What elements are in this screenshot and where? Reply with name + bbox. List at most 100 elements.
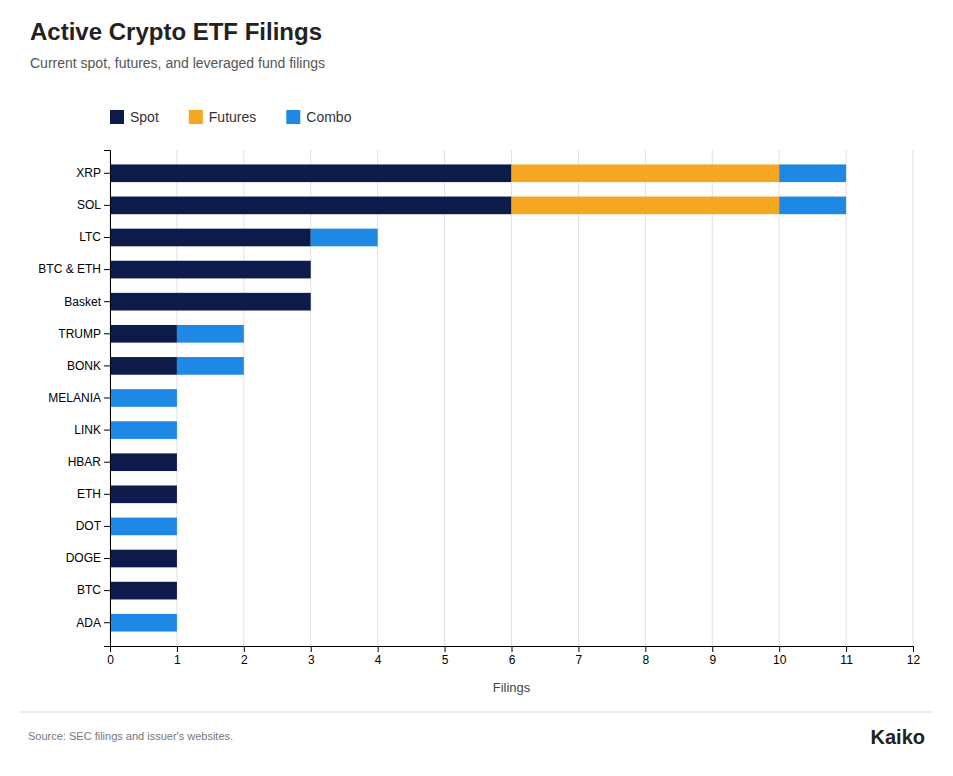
grid-line — [243, 150, 244, 646]
tick-mark — [445, 646, 446, 652]
bar — [176, 550, 177, 568]
series — [110, 164, 512, 599]
bar — [110, 357, 177, 375]
legend-swatch — [286, 110, 300, 124]
bar — [176, 550, 177, 568]
bar — [110, 485, 177, 503]
tick-label: 6 — [509, 653, 516, 667]
tick-label: ETH — [77, 487, 101, 501]
tick: 2 — [241, 646, 248, 667]
tick: MELANIA — [48, 391, 110, 405]
bar — [110, 389, 177, 407]
grid-line — [377, 150, 378, 646]
grid-line — [712, 150, 713, 646]
x-axis: 0123456789101112 — [107, 646, 920, 667]
tick-label: 7 — [576, 653, 583, 667]
tick: 3 — [308, 646, 315, 667]
tick: 7 — [576, 646, 583, 667]
tick: LTC — [79, 230, 110, 244]
grid-line — [779, 150, 780, 646]
bar — [310, 293, 311, 311]
tick-mark — [913, 646, 914, 652]
bar — [176, 485, 177, 503]
tick-label: 9 — [709, 653, 716, 667]
separator — [20, 712, 933, 713]
bar — [110, 518, 177, 536]
axis-line — [111, 647, 914, 653]
chart: Active Crypto ETF FilingsCurrent spot, f… — [0, 0, 953, 776]
bar — [512, 164, 780, 182]
bar — [310, 261, 311, 279]
tick-label: XRP — [76, 166, 101, 180]
tick-mark — [846, 646, 847, 652]
legend-label: Combo — [306, 109, 351, 125]
axis-line — [104, 151, 111, 647]
tick: BONK — [67, 359, 110, 373]
bar — [110, 453, 177, 471]
tick: 4 — [375, 646, 382, 667]
legend-item: Combo — [286, 109, 351, 125]
tick-mark — [512, 646, 513, 652]
bar — [176, 582, 177, 600]
legend-item: Spot — [110, 109, 159, 125]
tick-mark — [104, 590, 110, 591]
tick-label: 0 — [107, 653, 114, 667]
bar — [110, 229, 311, 247]
tick-mark — [104, 173, 110, 174]
tick: TRUMP — [58, 327, 110, 341]
tick: 0 — [107, 646, 114, 667]
tick-mark — [104, 622, 110, 623]
tick: ADA — [76, 616, 110, 630]
plot: 0123456789101112ADABTCDOGEDOTETHHBARLINK… — [38, 150, 920, 667]
tick: 1 — [174, 646, 181, 667]
bar — [310, 261, 311, 279]
tick-mark — [104, 430, 110, 431]
tick-mark — [712, 646, 713, 652]
tick-label: 10 — [773, 653, 787, 667]
grid-line — [645, 150, 646, 646]
tick: DOT — [76, 519, 110, 533]
tick-mark — [104, 205, 110, 206]
tick-mark — [645, 646, 646, 652]
tick: XRP — [76, 166, 110, 180]
legend: Spot Futures Combo — [110, 109, 352, 125]
tick: BTC & ETH — [38, 262, 110, 276]
tick: HBAR — [68, 455, 110, 469]
bar — [110, 614, 177, 632]
tick-label: DOGE — [66, 551, 101, 565]
tick-label: BTC — [77, 583, 101, 597]
tick-mark — [104, 301, 110, 302]
bar — [176, 582, 177, 600]
tick-label: TRUMP — [58, 327, 101, 341]
tick: 6 — [509, 646, 516, 667]
tick-label: MELANIA — [48, 391, 101, 405]
tick-mark — [779, 646, 780, 652]
tick-label: DOT — [76, 519, 102, 533]
tick-mark — [177, 646, 178, 652]
tick-label: Basket — [64, 295, 101, 309]
grid-line — [511, 150, 512, 646]
grid — [110, 150, 913, 646]
bar — [110, 421, 177, 439]
grid-line — [444, 150, 445, 646]
tick: 11 — [840, 646, 853, 667]
legend-label: Futures — [209, 109, 256, 125]
tick-mark — [104, 494, 110, 495]
tick-label: 2 — [241, 653, 248, 667]
tick-label: LTC — [79, 230, 101, 244]
bar — [177, 325, 244, 343]
legend-swatch — [110, 110, 124, 124]
tick-mark — [104, 365, 110, 366]
bar — [311, 229, 378, 247]
tick-mark — [104, 558, 110, 559]
tick: 5 — [442, 646, 449, 667]
grid-line — [913, 150, 914, 646]
legend-swatch — [189, 110, 203, 124]
series — [110, 164, 846, 631]
tick-label: SOL — [77, 198, 101, 212]
bar — [110, 582, 177, 600]
tick-label: 5 — [442, 653, 449, 667]
bar — [512, 197, 780, 215]
bar — [310, 293, 311, 311]
bar — [176, 485, 177, 503]
